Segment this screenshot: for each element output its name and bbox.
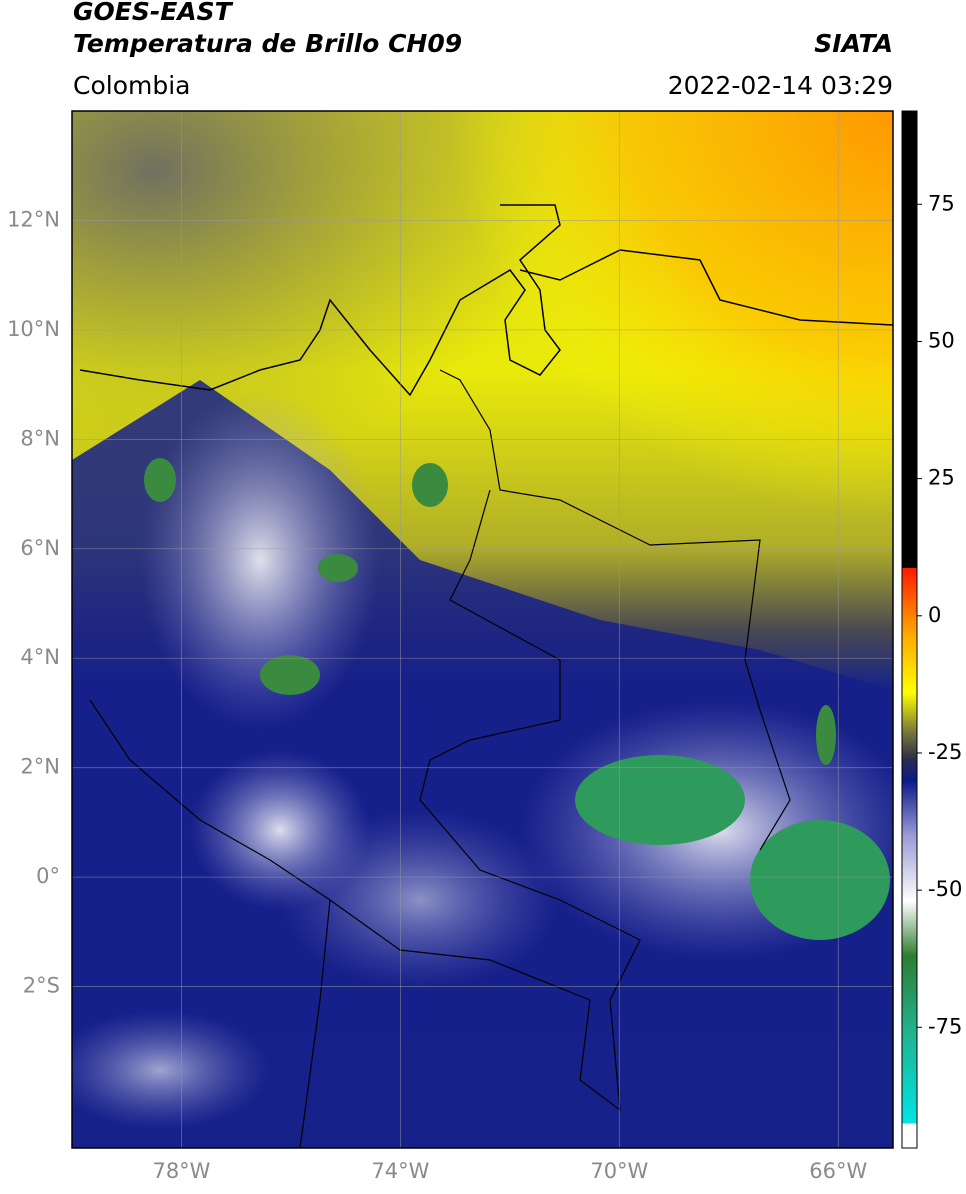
map-image <box>72 111 893 1148</box>
date: 2022-02-14 03:29 <box>668 71 893 100</box>
source: SIATA <box>814 29 893 58</box>
y-tick-label: 0° <box>36 864 60 888</box>
x-tick-label: 66°W <box>809 1159 867 1183</box>
subtitle: Temperatura de Brillo CH09 <box>73 29 462 58</box>
y-tick-label: 2°N <box>20 755 60 779</box>
y-tick-label: 6°N <box>20 536 60 560</box>
y-tick-label: 2°S <box>23 974 60 998</box>
title: GOES-EAST <box>73 0 234 26</box>
y-tick-label: 8°N <box>20 426 60 450</box>
y-tick-label: 12°N <box>7 207 60 231</box>
colorbar-tick-label: 75 <box>928 191 955 215</box>
colorbar-tick-label: 0 <box>928 603 941 627</box>
y-tick-label: 10°N <box>7 317 60 341</box>
y-tick-label: 4°N <box>20 645 60 669</box>
graticule <box>72 111 893 1148</box>
region: Colombia <box>73 71 190 100</box>
x-tick-label: 78°W <box>152 1159 210 1183</box>
colorbar <box>901 110 918 1149</box>
colorbar-tick-label: 50 <box>928 328 955 352</box>
map-frame <box>71 110 894 1149</box>
colorbar-tick-label: 25 <box>928 466 955 490</box>
x-tick-label: 74°W <box>371 1159 429 1183</box>
colorbar-tick-label: -25 <box>928 740 962 764</box>
x-tick-label: 70°W <box>590 1159 648 1183</box>
colorbar-tick-label: -50 <box>928 877 962 901</box>
colorbar-tick-label: -75 <box>928 1014 962 1038</box>
